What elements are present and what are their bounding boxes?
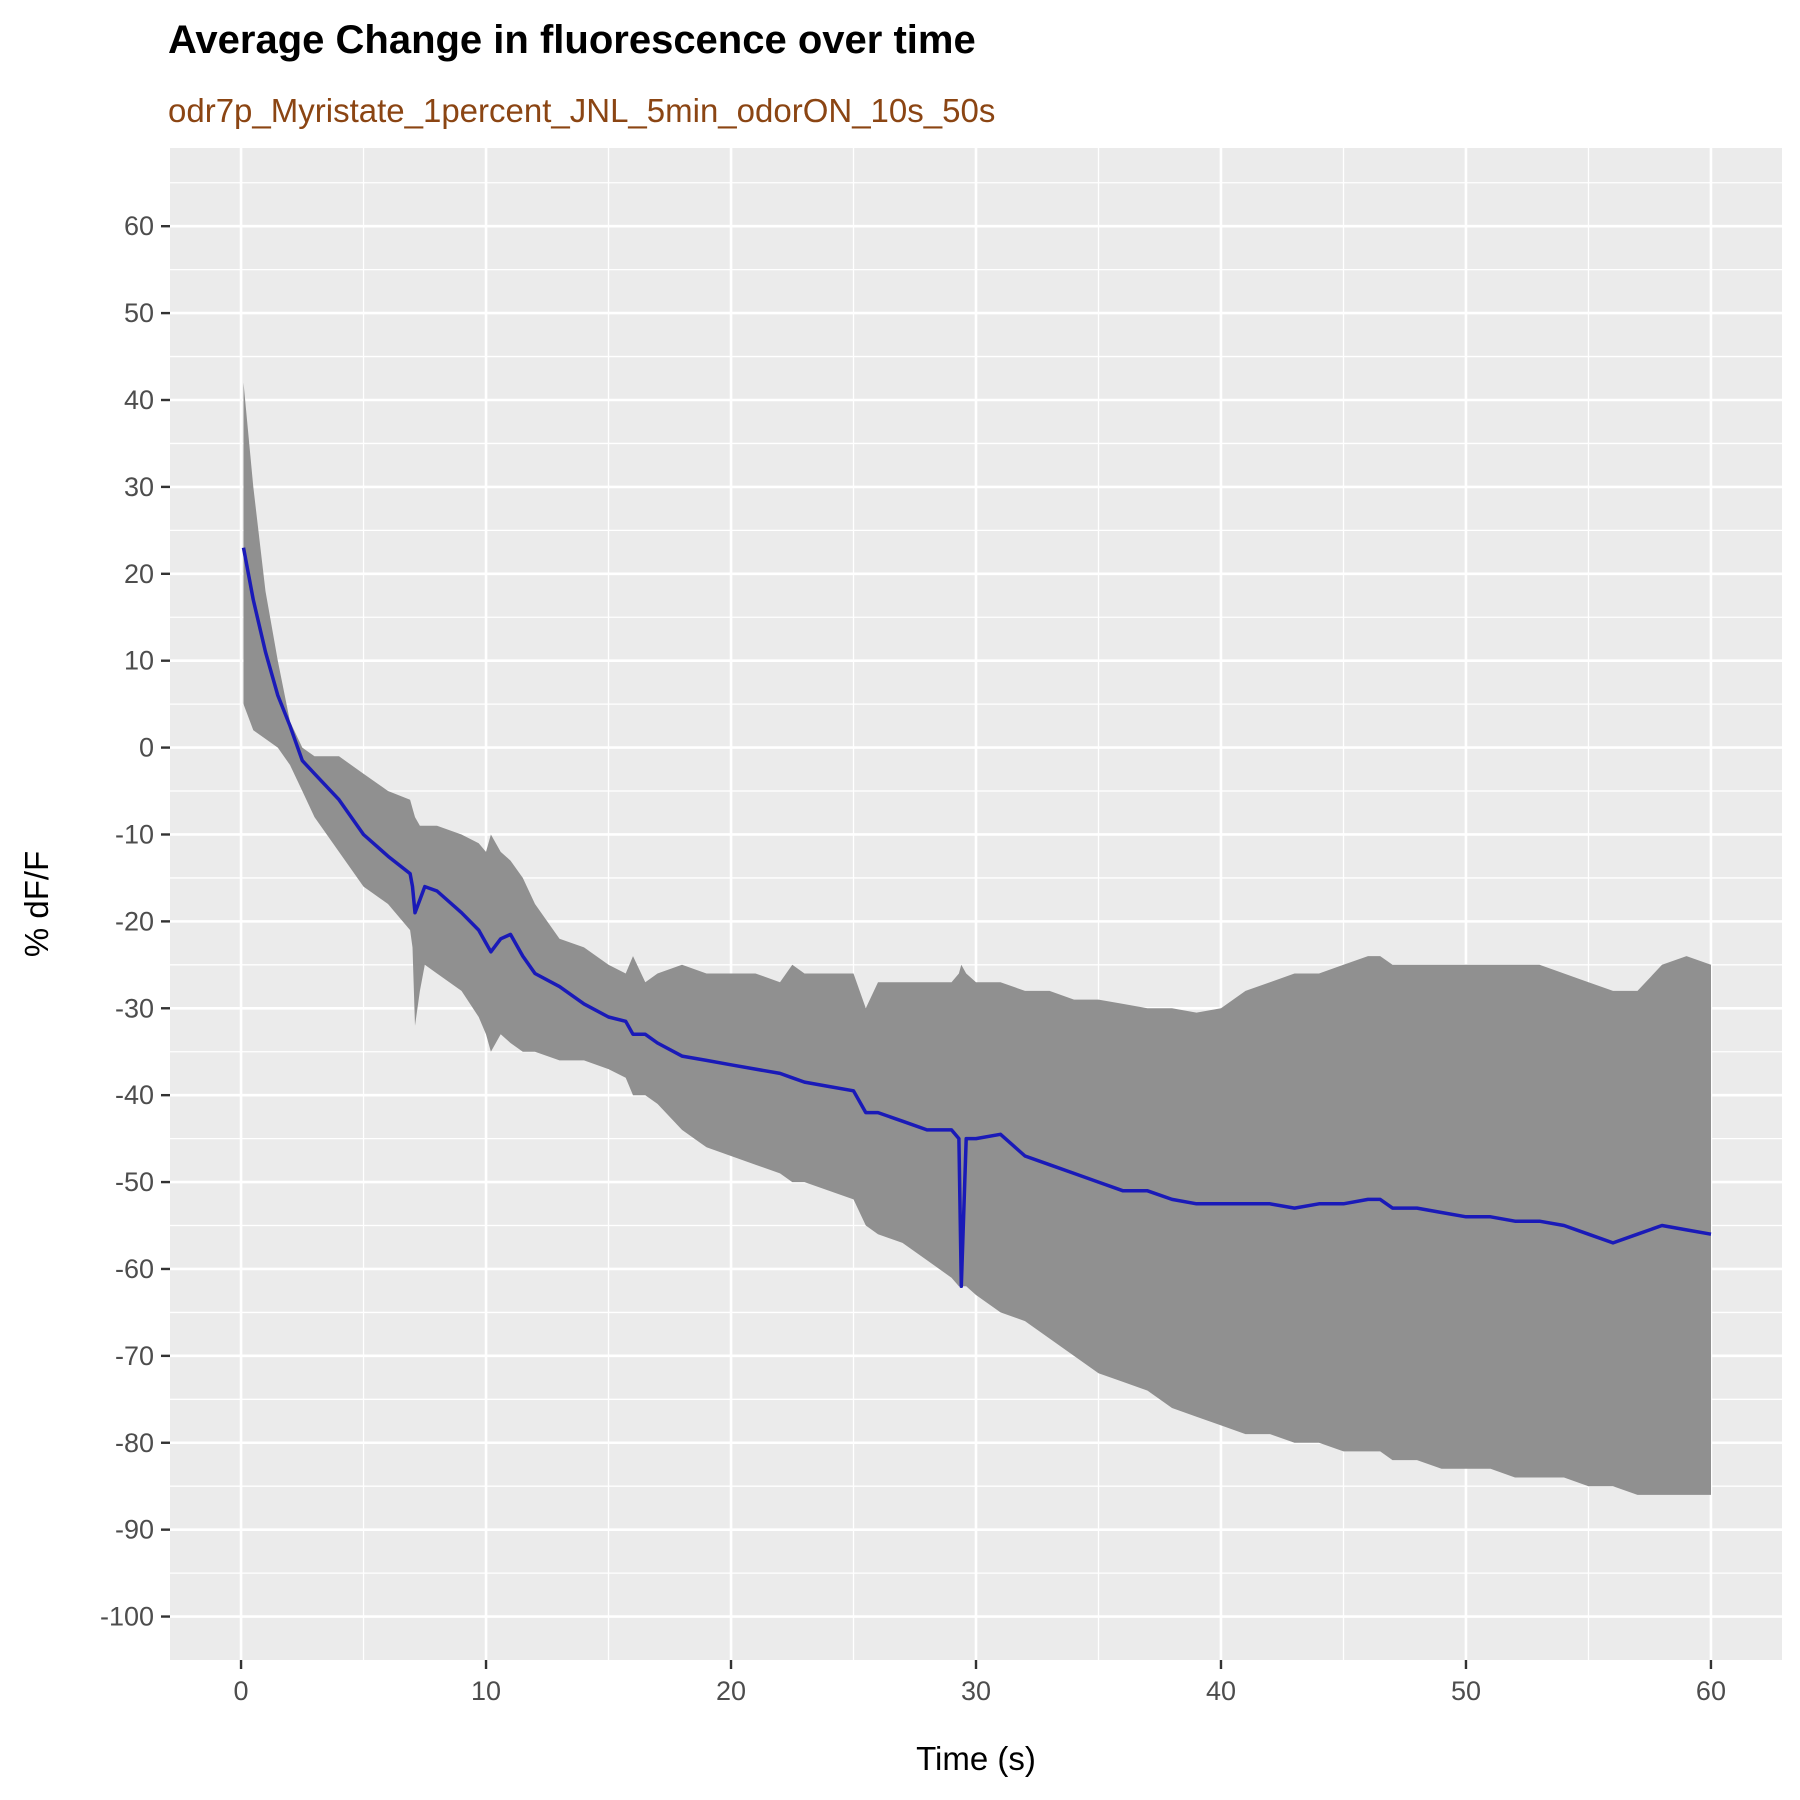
ribbon-range (243, 382, 1711, 1495)
chart-subtitle: odr7p_Myristate_1percent_JNL_5min_odorON… (168, 92, 996, 129)
y-tick-label: -10 (115, 819, 154, 849)
y-tick-label: -40 (115, 1080, 154, 1110)
chart-title: Average Change in fluorescence over time (168, 18, 976, 62)
y-axis: 60 50 40 30 20 10 0 -10 -20 -30 -40 -50 -60 -70 -80 -90… (100, 211, 170, 1632)
x-tick-label: 10 (471, 1676, 501, 1706)
y-tick-label: -30 (115, 993, 154, 1023)
x-axis: 0 10 20 30 40 50 60 (234, 1660, 1726, 1706)
y-tick-label: 0 (139, 733, 154, 763)
x-tick-label: 0 (234, 1676, 249, 1706)
y-tick-label: 30 (124, 472, 154, 502)
y-tick-label: -70 (115, 1341, 154, 1371)
y-tick-label: 40 (124, 385, 154, 415)
x-tick-label: 50 (1451, 1676, 1481, 1706)
y-tick-label: 10 (124, 646, 154, 676)
x-tick-label: 60 (1696, 1676, 1726, 1706)
y-tick-label: -80 (115, 1428, 154, 1458)
y-tick-label: -50 (115, 1167, 154, 1197)
y-tick-label: -90 (115, 1515, 154, 1545)
y-tick-label: 20 (124, 559, 154, 589)
mean-line (241, 547, 1712, 1289)
x-tick-label: 20 (716, 1676, 746, 1706)
x-tick-label: 40 (1206, 1676, 1236, 1706)
y-tick-label: 50 (124, 298, 154, 328)
x-axis-title: Time (s) (916, 1740, 1036, 1777)
y-tick-label: -100 (100, 1602, 154, 1632)
x-tick-label: 30 (961, 1676, 991, 1706)
y-tick-label: -20 (115, 906, 154, 936)
y-axis-title: % dF/F (18, 851, 55, 957)
y-tick-label: 60 (124, 211, 154, 241)
y-tick-label: -60 (115, 1254, 154, 1284)
